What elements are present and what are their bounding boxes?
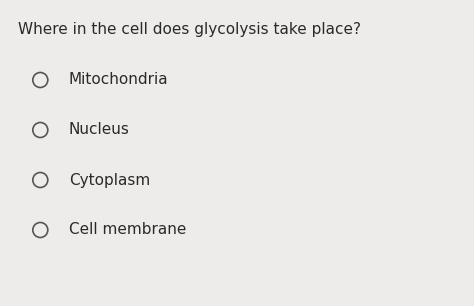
Text: Cell membrane: Cell membrane bbox=[69, 222, 186, 237]
Text: Cytoplasm: Cytoplasm bbox=[69, 173, 150, 188]
Circle shape bbox=[33, 222, 48, 237]
Text: Nucleus: Nucleus bbox=[69, 122, 129, 137]
Circle shape bbox=[33, 122, 48, 137]
Circle shape bbox=[33, 73, 48, 88]
Text: Mitochondria: Mitochondria bbox=[69, 73, 168, 88]
Circle shape bbox=[33, 173, 48, 188]
Text: Where in the cell does glycolysis take place?: Where in the cell does glycolysis take p… bbox=[18, 22, 361, 37]
